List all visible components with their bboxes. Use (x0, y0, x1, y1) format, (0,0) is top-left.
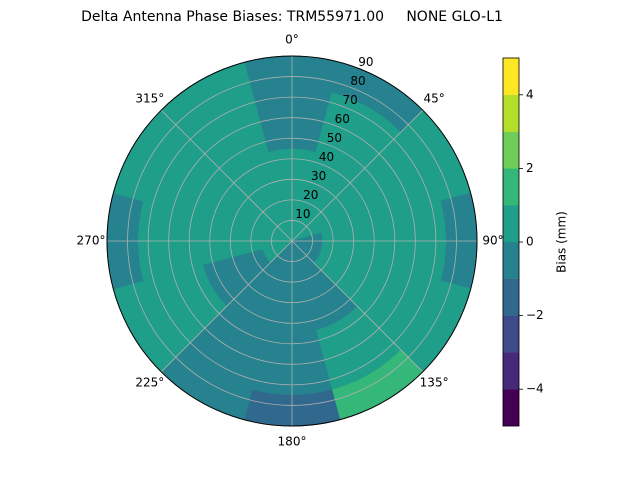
theta-tick-label: 180° (278, 435, 307, 449)
colorbar-tick-label: 4 (526, 87, 534, 101)
r-tick-label: 40 (319, 150, 334, 164)
r-tick-label: 70 (342, 93, 357, 107)
r-tick-label: 60 (335, 112, 350, 126)
colorbar-tick-label: −2 (526, 308, 544, 322)
colorbar-tick-label: 2 (526, 161, 534, 175)
colorbar-segment (502, 389, 520, 427)
theta-tick-label: 225° (135, 376, 164, 390)
colorbar-tick-label: −4 (526, 382, 544, 396)
colorbar-segment (502, 278, 520, 316)
colorbar-segment (502, 131, 520, 169)
colorbar-segment (502, 352, 520, 390)
r-tick-label: 90 (358, 55, 373, 69)
colorbar-label: Bias (mm) (555, 211, 569, 273)
colorbar-segment (502, 315, 520, 353)
r-tick-label: 30 (311, 169, 326, 183)
theta-tick-label: 0° (285, 33, 299, 47)
theta-grid-line (160, 109, 293, 242)
r-tick-label: 10 (295, 207, 310, 221)
theta-grid-line (291, 109, 424, 242)
chart-title: Delta Antenna Phase Biases: TRM55971.00 … (81, 9, 503, 25)
theta-grid-line (160, 240, 293, 373)
r-tick-label: 20 (303, 188, 318, 202)
theta-tick-label: 315° (135, 91, 164, 105)
colorbar-segment (502, 94, 520, 132)
colorbar-segment (502, 168, 520, 206)
colorbar-tick-label: 0 (526, 235, 534, 249)
colorbar-segment (502, 57, 520, 95)
polar-frame (106, 55, 478, 427)
theta-grid-line (291, 240, 424, 373)
r-tick-label: 50 (327, 131, 342, 145)
theta-tick-label: 270° (77, 234, 106, 248)
theta-tick-label: 90° (482, 234, 503, 248)
colorbar-segment (502, 241, 520, 279)
colorbar-segment (502, 205, 520, 243)
r-tick-label: 80 (350, 74, 365, 88)
theta-tick-label: 45° (423, 91, 444, 105)
theta-tick-label: 135° (420, 376, 449, 390)
